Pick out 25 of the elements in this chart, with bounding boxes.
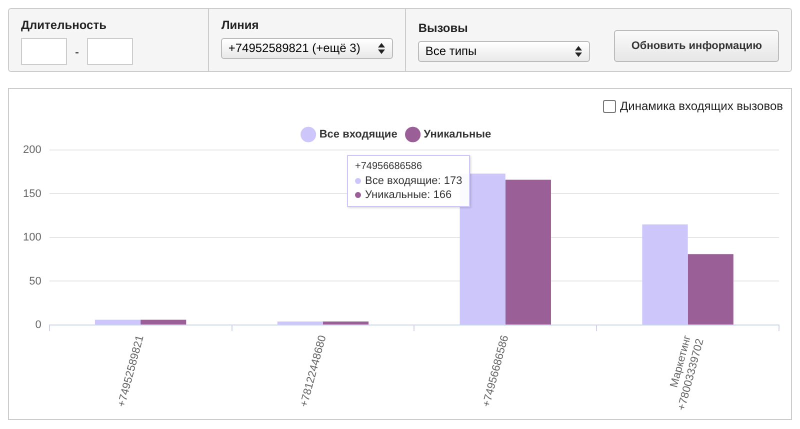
bar	[277, 321, 323, 324]
annotation: Уникальные: 166	[365, 188, 452, 202]
text: Динамика входящих вызовов	[620, 99, 783, 113]
text: Вызовы	[418, 21, 469, 35]
y-tick-label: 200	[22, 144, 42, 156]
bar	[94, 320, 141, 324]
bar	[642, 224, 688, 324]
text: Длительность	[21, 18, 108, 32]
y-tick-label: 100	[22, 232, 42, 244]
text: -	[75, 44, 79, 58]
text: Обновить информацию	[614, 30, 779, 62]
legend-label: Уникальные	[424, 128, 492, 141]
y-tick-label: 150	[22, 188, 42, 200]
bar	[688, 254, 734, 324]
y-tick-label: 0	[35, 318, 42, 331]
bar	[505, 180, 551, 324]
y-tick-label: 50	[29, 275, 42, 288]
bar	[140, 320, 186, 324]
text: Линия	[221, 18, 260, 32]
bar	[322, 321, 369, 324]
text: Все типы	[418, 41, 590, 62]
text: +74952589821 (+ещё 3)	[221, 38, 394, 59]
annotation: +74956686586	[355, 160, 424, 174]
legend-label: Все входящие	[319, 128, 398, 141]
annotation: Все входящие: 173	[365, 174, 462, 188]
